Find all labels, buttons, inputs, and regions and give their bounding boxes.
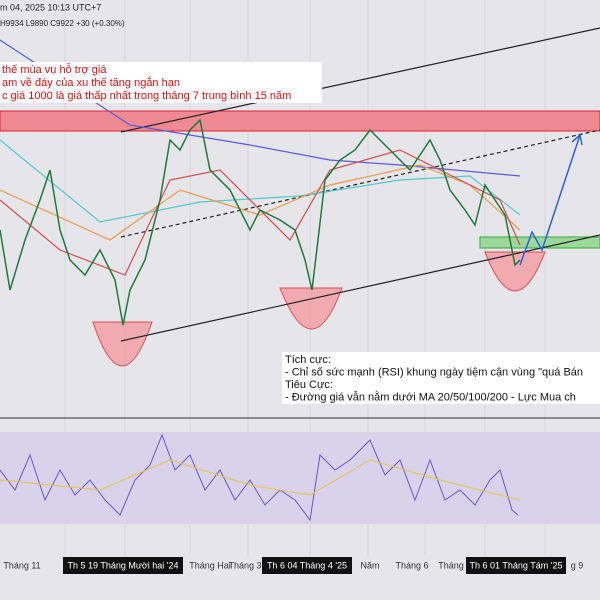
bottom-note: Tiêu Cực:	[285, 379, 333, 391]
header-ohlc: H9934 L9890 C9922 +30 (+0.30%)	[0, 19, 125, 28]
top-note-box	[0, 62, 322, 103]
x-axis-highlight-bg	[466, 557, 566, 574]
top-note: ạm về đáy của xu thế tăng ngắn hạn	[2, 76, 180, 89]
x-axis-highlight: Th 5 19 Tháng Mười hai '24	[67, 560, 178, 570]
x-axis-highlight-bg	[63, 557, 183, 574]
bottom-note: Tích cực:	[285, 354, 331, 366]
rsi-line	[0, 433, 519, 522]
x-axis-label: g 9	[571, 560, 584, 570]
bottom-note: - Đường giá vẫn nằm dưới MA 20/50/100/20…	[285, 390, 576, 403]
moving-averages	[0, 39, 521, 276]
resistance-zone	[0, 110, 600, 132]
header-date: m 04, 2025 10:13 UTC+7	[0, 2, 101, 12]
bottom-note-box	[282, 352, 600, 404]
x-axis-highlight-bg	[262, 557, 352, 574]
projection	[519, 133, 583, 266]
trend-lines	[120, 27, 600, 342]
price-line	[0, 118, 521, 326]
x-axis-highlight: Th 6 01 Tháng Tám '25	[470, 560, 563, 570]
bottom-note: - Chỉ số sức mạnh (RSI) khung ngày tiệm …	[285, 366, 583, 378]
x-axis-label: Tháng	[438, 560, 464, 570]
top-note: c giá 1000 là giá thấp nhất trong tháng …	[2, 90, 291, 102]
x-axis-label: Tháng Hai	[189, 560, 231, 570]
x-axis-label: Tháng 3	[228, 560, 261, 570]
cups	[92, 251, 546, 367]
rsi-band	[0, 432, 600, 524]
x-axis-highlight: Th 6 04 Tháng 4 '25	[267, 560, 347, 570]
top-note: thế mùa vụ hỗ trợ giá	[2, 63, 107, 76]
x-axis-label: Năm	[360, 560, 379, 570]
x-axis-label: Tháng 11	[3, 560, 40, 570]
rsi-ma	[0, 459, 521, 501]
x-axis-label: Tháng 6	[395, 560, 428, 570]
